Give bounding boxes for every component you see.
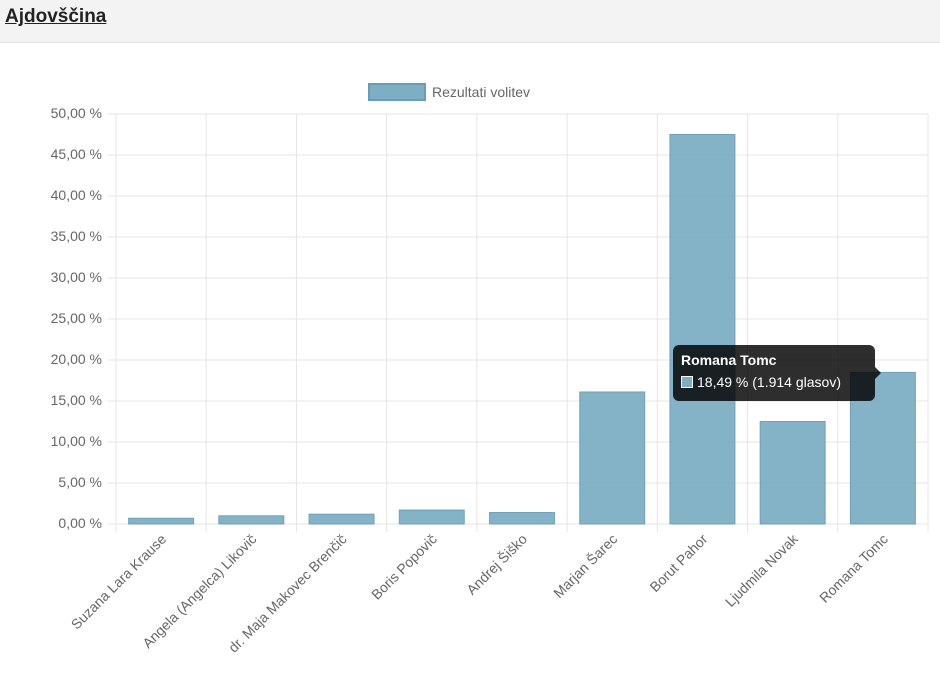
- x-tick-label: Suzana Lara Krause: [68, 531, 170, 633]
- y-tick-label: 40,00 %: [51, 187, 102, 203]
- tooltip-row: 18,49 % (1.914 glasov): [681, 372, 867, 392]
- bar: [489, 512, 555, 525]
- bar: [308, 513, 375, 525]
- x-tick-label: Romana Tomc: [816, 531, 891, 606]
- legend-swatch: [368, 83, 426, 101]
- tooltip-color-swatch: [681, 376, 693, 388]
- header-bar: Ajdovščina: [0, 0, 940, 43]
- bar: [218, 515, 285, 525]
- bar: [579, 391, 646, 525]
- y-tick-label: 45,00 %: [51, 146, 102, 162]
- tooltip-title: Romana Tomc: [681, 352, 777, 368]
- y-tick-label: 30,00 %: [51, 269, 102, 285]
- y-tick-label: 10,00 %: [51, 433, 102, 449]
- bar: [128, 517, 195, 525]
- y-tick-label: 50,00 %: [51, 105, 102, 121]
- legend-label: Rezultati volitev: [432, 84, 530, 100]
- page-title[interactable]: Ajdovščina: [5, 6, 107, 27]
- x-tick-label: Marjan Šarec: [550, 531, 620, 601]
- y-tick-label: 0,00 %: [58, 515, 102, 531]
- bar: [669, 134, 736, 525]
- x-tick-label: Boris Popovič: [368, 531, 440, 603]
- y-tick-label: 25,00 %: [51, 310, 102, 326]
- y-tick-label: 15,00 %: [51, 392, 102, 408]
- bar: [759, 421, 826, 525]
- x-tick-label: Ljudmila Novak: [722, 530, 802, 610]
- y-tick-label: 5,00 %: [58, 474, 102, 490]
- chart-tooltip: Romana Tomc 18,49 % (1.914 glasov): [673, 345, 881, 401]
- x-tick-label: Andrej Šiško: [463, 531, 530, 598]
- x-tick-label: Borut Pahor: [646, 531, 710, 595]
- y-tick-label: 20,00 %: [51, 351, 102, 367]
- y-tick-label: 35,00 %: [51, 228, 102, 244]
- bar: [398, 509, 465, 525]
- tooltip-value: 18,49 % (1.914 glasov): [697, 374, 841, 390]
